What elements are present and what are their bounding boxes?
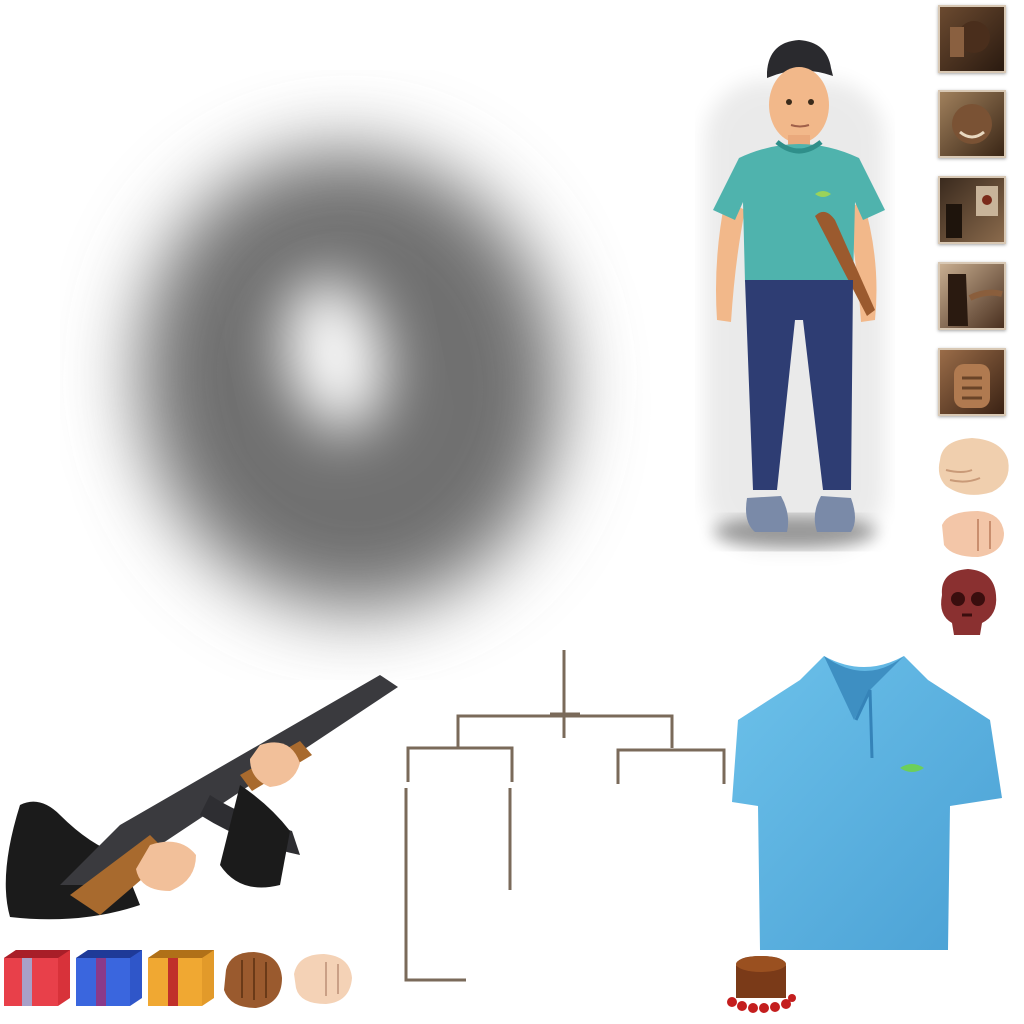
gift-box-icon-red [2, 948, 72, 1008]
hand-open-icon [932, 430, 1014, 500]
fist-light-icon [938, 505, 1008, 561]
beaded-cake-icon [726, 952, 796, 1018]
portrait-thumb-3 [938, 176, 1006, 244]
portrait-thumb-5 [938, 348, 1006, 416]
fist-dark-icon [220, 948, 286, 1012]
skull-icon [932, 565, 1002, 637]
gift-box-icon-blue [74, 948, 144, 1008]
character-thug [695, 20, 895, 580]
shadow-blob [60, 70, 680, 680]
rifle-arms-icon [0, 655, 410, 945]
fist-pale-icon [290, 948, 356, 1008]
polo-shirt-icon [720, 650, 1010, 955]
portrait-thumb-2 [938, 90, 1006, 158]
tree-connector-lines [400, 650, 730, 990]
portrait-thumb-1 [938, 5, 1006, 73]
gift-box-icon-orange [146, 948, 216, 1008]
portrait-thumb-4 [938, 262, 1006, 330]
